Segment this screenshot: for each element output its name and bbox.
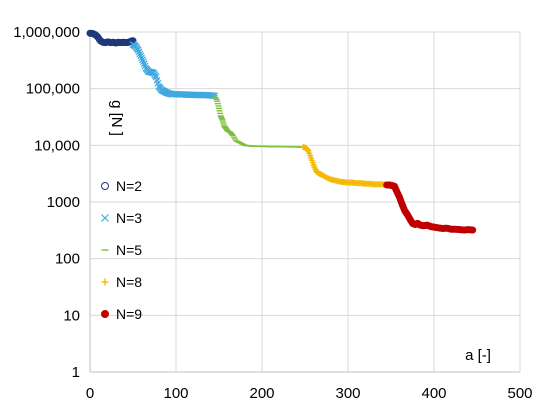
y-tick-label: 10 (63, 307, 80, 324)
data-point-stroke (136, 50, 144, 58)
data-point-stroke (141, 62, 149, 70)
series-n5 (211, 95, 307, 148)
y-tick-label: 1,000,000 (13, 24, 80, 41)
y-tick-label: 10,000 (34, 137, 80, 154)
data-point-stroke (153, 76, 161, 84)
x-axis-title: a [-] (465, 347, 491, 364)
legend-item: N=3 (101, 210, 142, 226)
legend-item: N=8 (101, 274, 142, 290)
legend-marker (101, 214, 109, 222)
data-point (134, 46, 142, 54)
series-n3 (129, 41, 219, 100)
legend-marker (101, 182, 109, 190)
legend-marker-stroke (101, 214, 109, 222)
legend-label: N=8 (116, 274, 142, 290)
data-point-stroke (137, 52, 145, 60)
data-point-stroke (139, 58, 147, 66)
y-tick-label: 1 (72, 364, 80, 381)
axes (89, 32, 520, 373)
data-point-stroke (134, 46, 142, 54)
data-point-stroke (140, 60, 148, 68)
data-point-stroke (138, 54, 146, 62)
x-tick-label: 0 (86, 385, 94, 402)
data-point-stroke (135, 48, 143, 56)
data-point (141, 62, 149, 70)
legend-item: N=9 (101, 306, 142, 322)
x-tick-label: 400 (421, 385, 446, 402)
data-point-stroke (154, 79, 162, 87)
x-tick-label: 300 (335, 385, 360, 402)
legend-label: N=3 (116, 210, 142, 226)
y-tick-label: 100,000 (26, 81, 80, 98)
legend-label: N=2 (116, 178, 142, 194)
data-point (136, 50, 144, 58)
series-n8 (300, 144, 390, 188)
data-point (139, 56, 146, 64)
series-n9 (383, 181, 477, 234)
data-point (140, 60, 148, 68)
data-point (304, 146, 311, 153)
y-tick-label: 100 (55, 251, 80, 268)
data-point-stroke (152, 73, 160, 81)
y-axis-title: g [N ] (108, 100, 125, 136)
data-point (138, 54, 146, 62)
series-n2 (86, 29, 137, 47)
legend-item: N=5 (101, 242, 142, 258)
legend-label: N=5 (116, 242, 142, 258)
data-point (137, 52, 145, 60)
x-tick-label: 100 (163, 385, 188, 402)
legend: N=2 N=3 N=5 N=8 N=9 (101, 178, 142, 322)
tick-labels: 0 100 200 300 400 500 1 10 100 1000 10,000 100,000 1… (13, 24, 532, 402)
legend-marker (101, 278, 109, 286)
x-tick-label: 200 (249, 385, 274, 402)
x-tick-label: 500 (507, 385, 532, 402)
data-series (86, 29, 477, 234)
legend-marker (101, 310, 109, 318)
legend-label: N=9 (116, 306, 142, 322)
y-tick-label: 1000 (47, 194, 80, 211)
data-point (469, 226, 477, 234)
data-point-stroke (139, 56, 146, 64)
data-point (139, 58, 147, 66)
legend-item: N=2 (101, 178, 142, 194)
data-point (135, 48, 143, 56)
